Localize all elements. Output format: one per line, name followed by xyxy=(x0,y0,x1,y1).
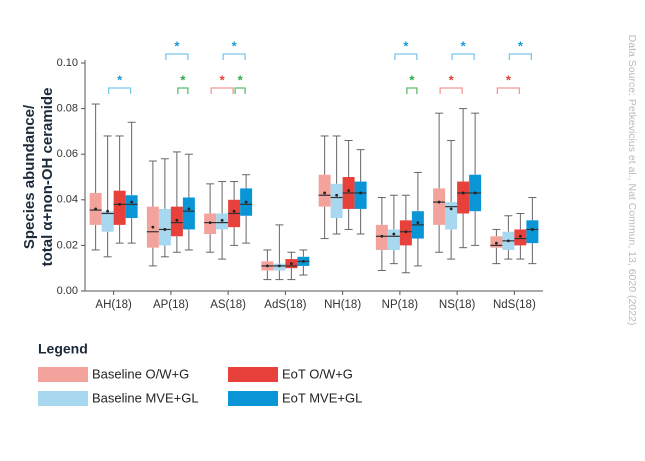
legend-swatch xyxy=(228,367,278,382)
mean-dot xyxy=(416,221,420,225)
significance-label: * xyxy=(232,38,238,53)
mean-dot xyxy=(130,200,134,204)
significance-bracket xyxy=(508,53,533,60)
box xyxy=(387,229,400,250)
x-tick-label: NS(18) xyxy=(439,299,476,311)
box xyxy=(433,188,446,225)
y-tick-label: 0.00 xyxy=(57,285,78,297)
legend-swatch xyxy=(228,391,278,406)
mean-dot xyxy=(404,230,408,234)
y-tick-label: 0.08 xyxy=(57,103,78,115)
legend-label: Baseline MVE+GL xyxy=(92,390,199,405)
significance-label: * xyxy=(174,38,180,53)
mean-dot xyxy=(323,191,327,195)
significance-bracket xyxy=(222,53,246,60)
mean-dot xyxy=(163,228,167,231)
y-tick-label: 0.04 xyxy=(57,194,78,206)
mean-dot xyxy=(506,239,510,243)
mean-dot xyxy=(175,218,179,222)
mean-dot xyxy=(220,218,224,222)
y-tick-label: 0.10 xyxy=(57,57,78,69)
significance-label: * xyxy=(449,72,455,87)
mean-dot xyxy=(106,209,110,213)
legend-swatch xyxy=(38,367,88,382)
source-note: Data Source: Petkevicius et al., Nat Com… xyxy=(626,35,638,326)
mean-dot xyxy=(494,241,498,245)
significance-label: * xyxy=(506,72,512,87)
mean-dot xyxy=(518,234,522,238)
y-tick-label: 0.06 xyxy=(57,148,78,160)
mean-dot xyxy=(301,259,305,263)
box xyxy=(330,183,343,219)
significance-bracket xyxy=(451,53,475,60)
legend-title: Legend xyxy=(38,341,88,357)
mean-dot xyxy=(359,191,363,195)
mean-dot xyxy=(437,200,441,204)
y-axis-label: Species abundance/ xyxy=(21,104,38,249)
mean-dot xyxy=(473,191,477,195)
significance-bracket xyxy=(234,87,246,94)
x-tick-label: NdS(18) xyxy=(493,299,536,311)
significance-bracket xyxy=(107,87,132,94)
significance-bracket xyxy=(165,53,189,60)
mean-dot xyxy=(244,200,248,204)
significance-label: * xyxy=(409,72,415,87)
box xyxy=(526,220,539,244)
significance-bracket xyxy=(406,87,418,94)
mean-dot xyxy=(392,232,396,236)
legend-label: Baseline O/W+G xyxy=(92,366,189,381)
significance-bracket xyxy=(496,87,521,94)
significance-label: * xyxy=(220,72,226,87)
legend-label: EoT O/W+G xyxy=(282,366,353,381)
box xyxy=(101,211,114,232)
x-tick-label: AH(18) xyxy=(95,299,132,311)
box xyxy=(318,174,331,207)
significance-label: * xyxy=(461,38,467,53)
significance-label: * xyxy=(180,72,186,87)
mean-dot xyxy=(94,207,98,211)
mean-dot xyxy=(265,264,269,268)
significance-label: * xyxy=(518,38,524,53)
significance-bracket xyxy=(394,53,418,60)
mean-dot xyxy=(461,191,465,195)
y-tick-label: 0.02 xyxy=(57,239,78,251)
mean-dot xyxy=(118,202,122,206)
significance-label: * xyxy=(117,72,123,87)
mean-dot xyxy=(380,234,384,238)
mean-dot xyxy=(232,209,236,213)
mean-dot xyxy=(277,264,281,268)
box xyxy=(354,181,367,209)
mean-dot xyxy=(151,225,155,229)
mean-dot xyxy=(449,207,453,211)
mean-dot xyxy=(347,189,351,193)
box xyxy=(445,202,458,230)
box xyxy=(125,195,138,219)
mean-dot xyxy=(335,193,339,197)
significance-bracket xyxy=(439,87,463,94)
significance-bracket xyxy=(177,87,189,94)
box xyxy=(113,190,126,225)
x-tick-label: NH(18) xyxy=(324,299,361,311)
legend-swatch xyxy=(38,391,88,406)
mean-dot xyxy=(187,207,191,211)
box xyxy=(457,181,470,214)
box xyxy=(182,197,195,230)
x-tick-label: AP(18) xyxy=(153,299,189,311)
significance-label: * xyxy=(403,38,409,53)
mean-dot xyxy=(208,221,212,225)
mean-dot xyxy=(530,228,534,231)
mean-dot xyxy=(289,262,293,266)
x-tick-label: AdS(18) xyxy=(264,299,306,311)
legend-label: EoT MVE+GL xyxy=(282,390,362,405)
x-tick-label: AS(18) xyxy=(210,299,246,311)
y-axis-label: total α+non-OH ceramide xyxy=(39,88,56,267)
significance-label: * xyxy=(238,72,244,87)
significance-bracket xyxy=(210,87,234,94)
box xyxy=(158,208,171,246)
x-tick-label: NP(18) xyxy=(382,299,419,311)
